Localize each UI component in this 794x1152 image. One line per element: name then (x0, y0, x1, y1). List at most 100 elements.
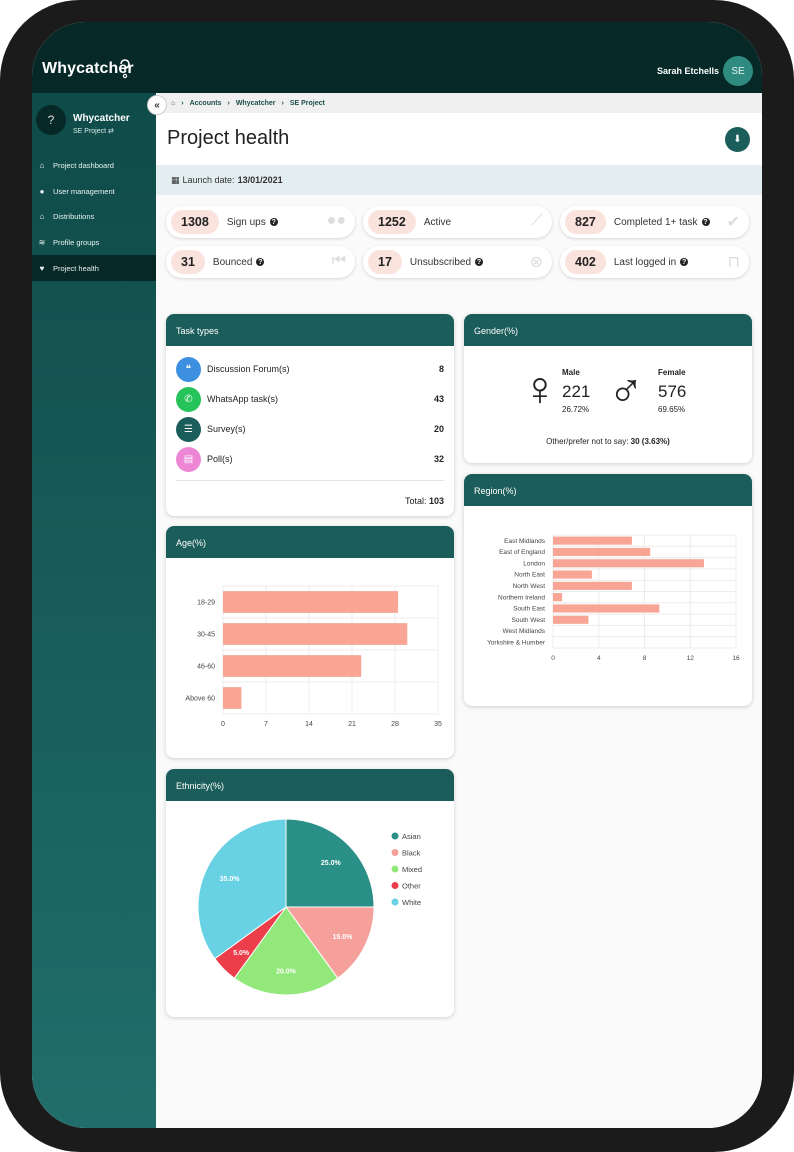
data-label: 35.0% (220, 876, 241, 883)
card-title: Gender(%) (464, 314, 752, 346)
help-icon[interactable]: ? (256, 258, 265, 266)
legend-swatch (391, 832, 399, 840)
data-label: 25.0% (321, 860, 342, 867)
breadcrumb: ⌂ › Accounts › Whycatcher › SE Project (156, 93, 762, 113)
female-symbol-icon: ♀ (522, 363, 558, 416)
stat-label: Last logged in (613, 256, 677, 268)
legend-label: Mixed (402, 865, 422, 874)
male-stats: Male 221 26.72% (562, 368, 590, 414)
task-label: Discussion Forum(s) (207, 364, 290, 374)
brand-logo[interactable]: Whycatcher (42, 60, 134, 77)
launch-date-bar: ▦ Launch date: 13/01/2021 (156, 165, 762, 195)
data-label: 20.0% (276, 968, 297, 975)
sidebar-item-distributions[interactable]: ⌂ Distributions (32, 204, 156, 230)
pie-slice (197, 818, 287, 960)
task-value: 43 (433, 394, 444, 404)
category-label: North East (514, 572, 545, 579)
chart-line-icon: ⟋ (531, 212, 543, 229)
avatar[interactable]: SE (723, 56, 753, 86)
sidebar-item-user-management[interactable]: ● User management (32, 179, 156, 205)
male-label: Male (562, 368, 580, 377)
breadcrumb-item[interactable]: Accounts (189, 99, 222, 107)
task-label: WhatsApp task(s) (207, 394, 279, 404)
card-title: Ethnicity(%) (166, 769, 454, 801)
main-content: ⌂ › Accounts › Whycatcher › SE Project P… (156, 93, 762, 1128)
card-title: Region(%) (464, 474, 752, 506)
x-tick-label: 14 (305, 721, 313, 728)
gender-other: Other/prefer not to say: 30 (3.63%) (464, 437, 752, 446)
download-button[interactable]: ⬇ (725, 127, 750, 152)
total-label: Total: (404, 496, 427, 506)
task-row: ✆ WhatsApp task(s) 43 (176, 386, 444, 412)
stat-label: Active (423, 216, 452, 228)
stat-bounced: 31 Bounced ? ⏮ (166, 246, 355, 278)
project-logo-icon: ? (36, 105, 66, 135)
launch-label: Launch date: (182, 175, 235, 185)
bar (553, 581, 632, 590)
data-label: 15.0% (333, 934, 354, 941)
task-row: ☰ Survey(s) 20 (176, 416, 444, 442)
breadcrumb-item[interactable]: SE Project (289, 99, 325, 107)
sidebar-item-label: Project health (53, 263, 99, 273)
category-label: South West (512, 617, 546, 624)
legend-swatch (391, 898, 399, 906)
layers-icon: ≋ (38, 238, 46, 248)
help-icon[interactable]: ? (269, 218, 278, 226)
close-circle-icon: ⊗ (529, 254, 543, 271)
legend-label: White (402, 898, 421, 907)
poll-icon: ▤ (176, 446, 201, 472)
x-tick-label: 8 (643, 655, 647, 662)
stat-label: Unsubscribed (409, 256, 472, 268)
task-row: ❝ Discussion Forum(s) 8 (176, 356, 444, 382)
home-icon[interactable]: ⌂ (171, 99, 176, 107)
x-tick-label: 28 (391, 721, 399, 728)
stat-value: 827 (565, 210, 606, 234)
other-value: 30 (3.63%) (630, 437, 670, 446)
stat-sign-ups: 1308 Sign ups ? ●● (166, 206, 355, 238)
sidebar-item-project-dashboard[interactable]: ⌂ Project dashboard (32, 153, 156, 179)
help-icon[interactable]: ? (701, 218, 710, 226)
task-label: Poll(s) (207, 454, 233, 464)
female-pct: 69.65% (658, 405, 686, 414)
page-title: Project health (167, 127, 290, 149)
user-name[interactable]: Sarah Etchells (656, 66, 719, 76)
breadcrumb-item[interactable]: Whycatcher (235, 99, 276, 107)
category-label: 18-29 (197, 599, 215, 606)
category-label: North West (513, 583, 546, 590)
stat-completed: 827 Completed 1+ task ? ✔ (560, 206, 749, 238)
card-title: Age(%) (166, 526, 454, 558)
project-sub[interactable]: SE Project ⇄ (73, 128, 114, 135)
home-icon: ⌂ (39, 161, 45, 171)
sidebar-item-label: Distributions (53, 212, 95, 222)
age-card: Age(%) 0 7 14 21 28 35 18-29 30-45 46-60 Above 60 (166, 526, 454, 758)
unlock-icon: ⊓ (727, 254, 740, 271)
sidebar-item-profile-groups[interactable]: ≋ Profile groups (32, 230, 156, 256)
help-icon[interactable]: ? (680, 258, 689, 266)
project-switcher[interactable]: ? Whycatcher SE Project ⇄ (32, 93, 156, 151)
sidebar: ? Whycatcher SE Project ⇄ ⌂ Project dash… (32, 93, 156, 1128)
category-label: Yorkshire & Humber (487, 640, 546, 647)
x-tick-label: 7 (264, 721, 268, 728)
legend-swatch (391, 849, 399, 856)
category-label: Above 60 (185, 695, 215, 702)
ethnicity-card: Ethnicity(%) 25.0% 15.0% 20.0% 5.0% 35.0% Asi… (166, 769, 454, 1017)
chat-icon: ❝ (176, 356, 201, 382)
task-total: Total: 103 (405, 496, 444, 506)
chevron-right-icon: › (281, 99, 284, 107)
skip-back-icon: ⏮ (331, 252, 346, 269)
ethnicity-pie-chart: 25.0% 15.0% 20.0% 5.0% 35.0% Asian Black Mixed O… (197, 818, 422, 996)
sidebar-item-project-health[interactable]: ♥ Project health (32, 255, 156, 281)
female-label: Female (658, 368, 686, 377)
category-label: South East (513, 606, 545, 613)
card-title: Task types (166, 314, 454, 346)
stat-label: Completed 1+ task (613, 216, 698, 228)
help-icon[interactable]: ? (475, 258, 484, 266)
other-label: Other/prefer not to say: (546, 437, 629, 446)
collapse-sidebar-button[interactable]: « (147, 95, 167, 115)
legend-label: Other (402, 882, 421, 891)
project-name: Whycatcher (73, 113, 130, 124)
users-icon: ● (39, 186, 45, 196)
legend-label: Black (402, 849, 421, 858)
legend-swatch (391, 882, 399, 889)
top-bar: Whycatcher Sarah Etchells SE (32, 22, 762, 93)
